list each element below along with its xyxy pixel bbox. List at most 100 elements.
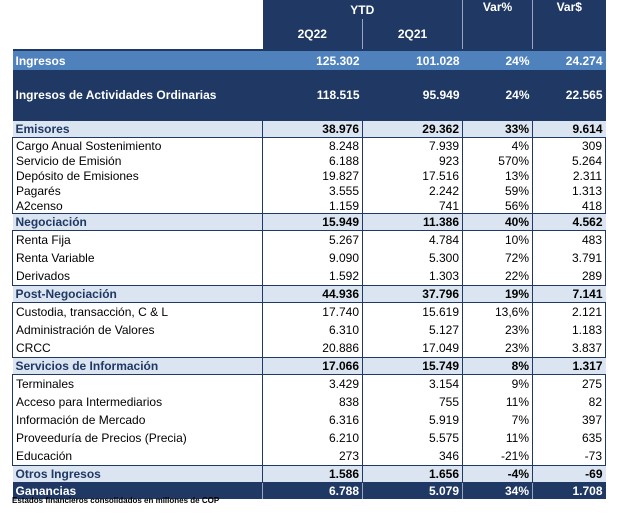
cell-varpct: 10%	[462, 230, 533, 249]
row-cargo: Cargo Anual Sostenimiento 8.248 7.939 4%…	[12, 137, 606, 153]
row-label: Renta Fija	[12, 230, 263, 249]
cell-2q22: 3.429	[262, 374, 363, 393]
row-label: Depósito de Emisiones	[12, 168, 263, 183]
vardollar-header: Var$	[532, 0, 606, 50]
row-renta-variable: Renta Variable 9.090 5.300 72% 3.791	[12, 249, 606, 267]
cell-varpct: 11%	[462, 393, 533, 411]
cell-vardollar: 7.141	[532, 285, 606, 303]
footnote: Estados financieros consolidados en mill…	[12, 496, 220, 505]
cell-varpct: 9%	[462, 374, 533, 393]
cell-2q22: 44.936	[262, 285, 363, 303]
row-label: Derivados	[12, 267, 263, 286]
cell-2q21: 5.127	[362, 321, 463, 339]
2q21-header: 2Q21	[362, 19, 463, 50]
cell-varpct: 570%	[462, 153, 533, 168]
cell-2q22: 6.316	[262, 411, 363, 429]
cell-varpct: -21%	[462, 447, 533, 466]
row-terminales: Terminales 3.429 3.154 9% 275	[12, 374, 606, 393]
cell-vardollar: 418	[532, 198, 606, 214]
row-deposito: Depósito de Emisiones 19.827 17.516 13% …	[12, 168, 606, 183]
cell-2q22: 17.740	[262, 302, 363, 321]
cell-2q21: 2.242	[362, 183, 463, 198]
section-label: Servicios de Información	[12, 357, 263, 375]
2q22-header: 2Q22	[262, 19, 363, 50]
cell-2q21: 37.796	[362, 285, 463, 303]
cell-2q22: 38.976	[262, 120, 363, 138]
cell-2q22: 1.586	[262, 465, 363, 483]
cell-varpct: 13%	[462, 168, 533, 183]
row-label: Renta Variable	[12, 249, 263, 267]
cell-varpct: 11%	[462, 429, 533, 447]
row-label: Información de Mercado	[12, 411, 263, 429]
section-label: Negociación	[12, 213, 263, 231]
cell-vardollar: 22.565	[532, 70, 606, 121]
cell-2q22: 6.188	[262, 153, 363, 168]
cell-vardollar: 82	[532, 393, 606, 411]
cell-vardollar: 1.317	[532, 357, 606, 375]
cell-2q22: 3.555	[262, 183, 363, 198]
cell-2q21: 755	[362, 393, 463, 411]
section-servicios-informacion: Servicios de Información 17.066 15.749 8…	[12, 357, 606, 375]
cell-varpct: 22%	[462, 267, 533, 286]
cell-varpct: -4%	[462, 465, 533, 483]
cell-2q21: 5.919	[362, 411, 463, 429]
row-label: Servicio de Emisión	[12, 153, 263, 168]
row-label: Terminales	[12, 374, 263, 393]
cell-2q22: 20.886	[262, 339, 363, 358]
header-row-periods: 2Q22 2Q21	[12, 19, 606, 50]
cell-vardollar: -73	[532, 447, 606, 466]
cell-varpct: 72%	[462, 249, 533, 267]
cell-2q22: 17.066	[262, 357, 363, 375]
section-label: Post-Negociación	[12, 285, 263, 303]
row-label: Ingresos de Actividades Ordinarias	[12, 70, 263, 121]
cell-varpct: 40%	[462, 213, 533, 231]
cell-2q21: 923	[362, 153, 463, 168]
cell-2q22: 9.090	[262, 249, 363, 267]
cell-vardollar: 289	[532, 267, 606, 286]
cell-vardollar: 1.313	[532, 183, 606, 198]
cell-2q22: 6.310	[262, 321, 363, 339]
row-label: Acceso para Intermediarios	[12, 393, 263, 411]
cell-2q21: 741	[362, 198, 463, 214]
cell-2q21: 15.619	[362, 302, 463, 321]
cell-2q21: 15.749	[362, 357, 463, 375]
row-proveeduria: Proveeduría de Precios (Precia) 6.210 5.…	[12, 429, 606, 447]
section-negociacion: Negociación 15.949 11.386 40% 4.562	[12, 213, 606, 231]
cell-2q21: 95.949	[362, 70, 463, 121]
row-renta-fija: Renta Fija 5.267 4.784 10% 483	[12, 230, 606, 249]
cell-2q21: 346	[362, 447, 463, 466]
cell-varpct: 59%	[462, 183, 533, 198]
row-ingresos: Ingresos 125.302 101.028 24% 24.274	[12, 49, 606, 70]
cell-vardollar: 4.562	[532, 213, 606, 231]
cell-varpct: 23%	[462, 321, 533, 339]
row-label: Pagarés	[12, 183, 263, 198]
section-emisores: Emisores 38.976 29.362 33% 9.614	[12, 120, 606, 138]
cell-2q21: 5.079	[362, 482, 463, 499]
cell-2q22: 15.949	[262, 213, 363, 231]
row-a2censo: A2censo 1.159 741 56% 418	[12, 198, 606, 214]
ytd-header: YTD	[262, 0, 463, 19]
cell-2q22: 5.267	[262, 230, 363, 249]
row-custodia: Custodia, transacción, C & L 17.740 15.6…	[12, 302, 606, 321]
cell-vardollar: 3.837	[532, 339, 606, 358]
cell-2q21: 101.028	[362, 49, 463, 70]
cell-2q22: 838	[262, 393, 363, 411]
cell-2q21: 17.049	[362, 339, 463, 358]
row-label: Proveeduría de Precios (Precia)	[12, 429, 263, 447]
cell-2q21: 7.939	[362, 137, 463, 153]
cell-varpct: 24%	[462, 70, 533, 121]
cell-vardollar: 2.311	[532, 168, 606, 183]
cell-2q21: 1.303	[362, 267, 463, 286]
cell-2q21: 5.300	[362, 249, 463, 267]
cell-2q21: 1.656	[362, 465, 463, 483]
cell-2q22: 273	[262, 447, 363, 466]
cell-varpct: 13,6%	[462, 302, 533, 321]
cell-2q21: 3.154	[362, 374, 463, 393]
cell-varpct: 7%	[462, 411, 533, 429]
row-educacion: Educación 273 346 -21% -73	[12, 447, 606, 466]
cell-varpct: 19%	[462, 285, 533, 303]
row-label: Ingresos	[12, 49, 263, 70]
cell-vardollar: 483	[532, 230, 606, 249]
header-row-ytd: YTD Var% Var$	[12, 0, 606, 50]
cell-vardollar: 2.121	[532, 302, 606, 321]
